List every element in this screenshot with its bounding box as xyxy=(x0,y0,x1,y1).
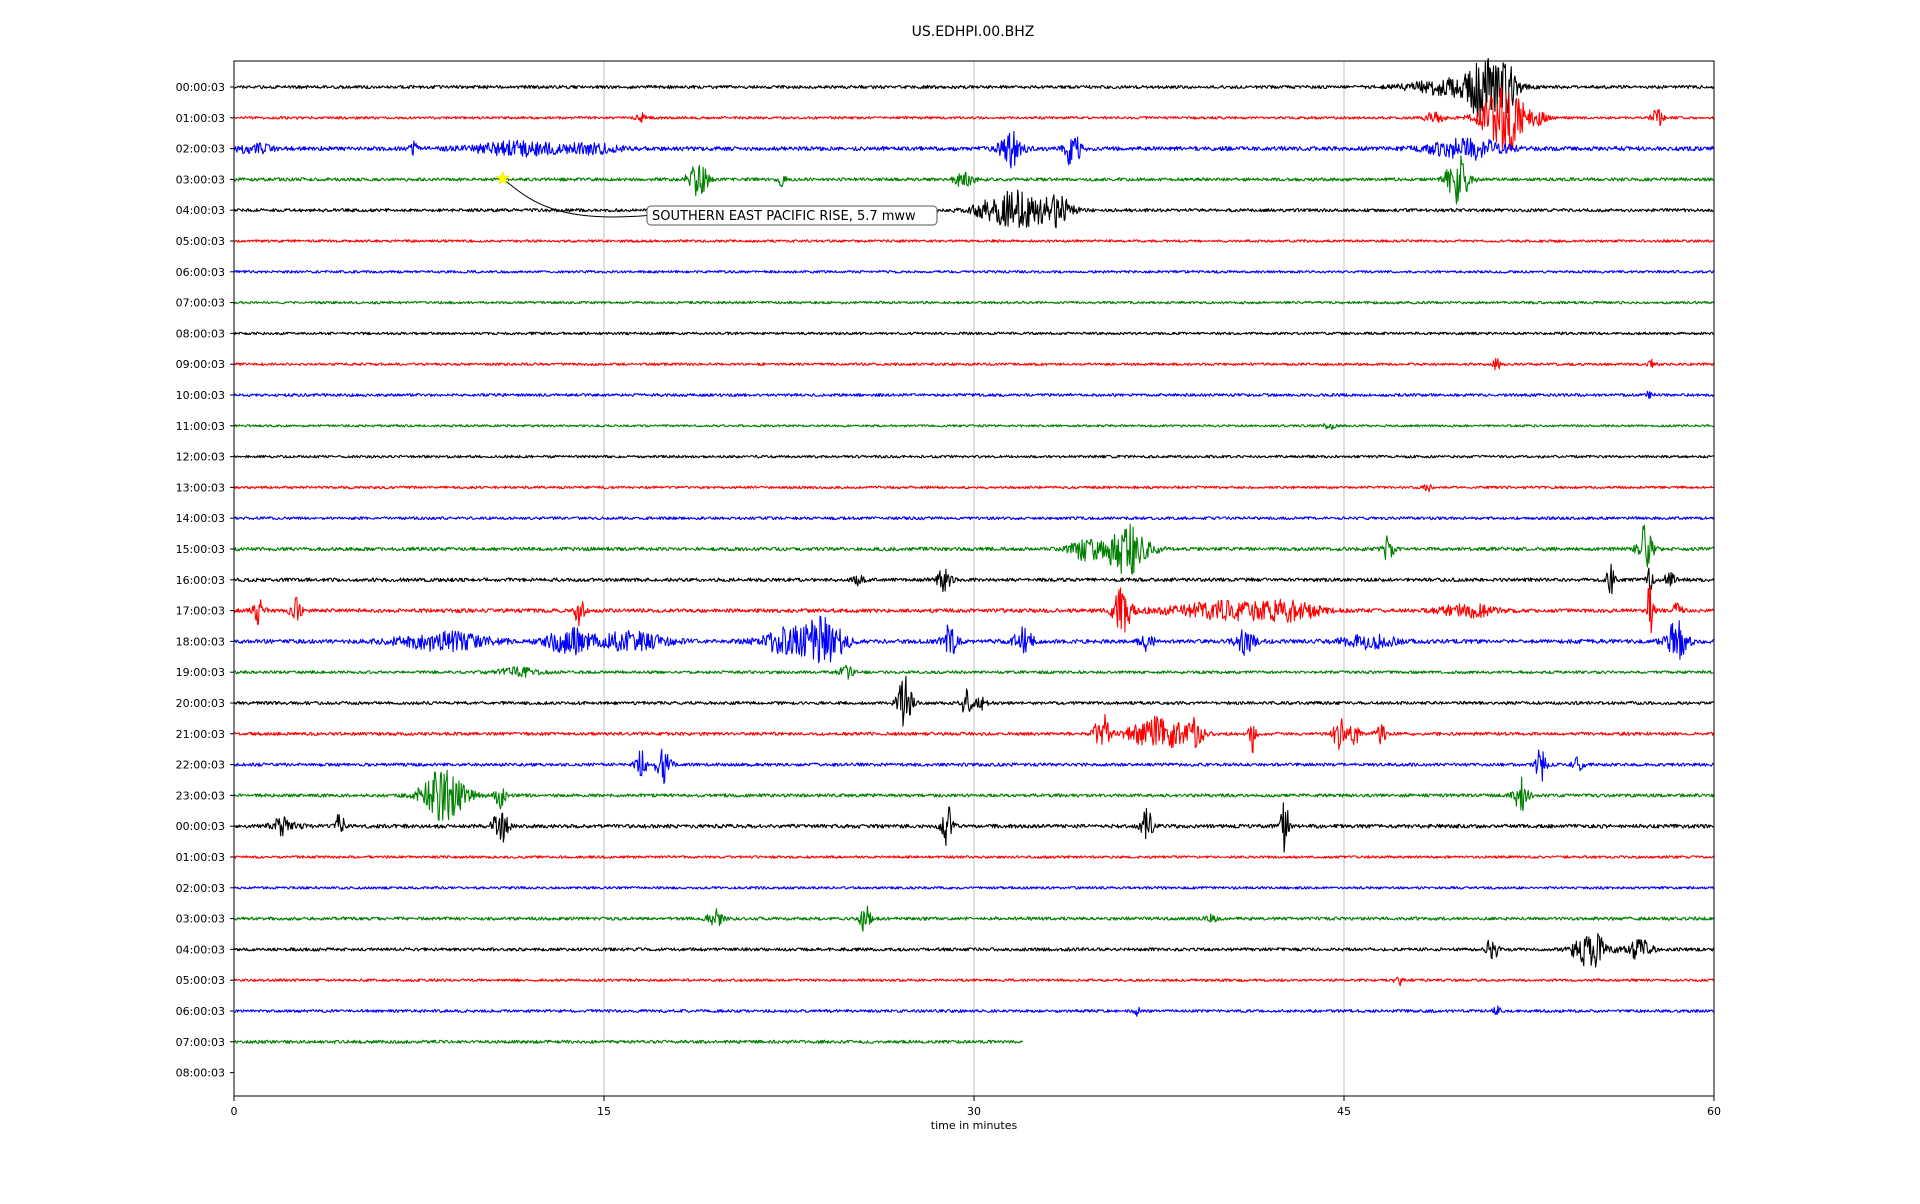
row-time-label: 00:00:03 xyxy=(176,820,225,833)
row-time-label: 10:00:03 xyxy=(176,389,225,402)
row-time-label: 15:00:03 xyxy=(176,543,225,556)
row-time-label: 08:00:03 xyxy=(176,327,225,340)
row-time-label: 21:00:03 xyxy=(176,728,225,741)
trace-line xyxy=(233,664,1715,680)
row-time-label: 01:00:03 xyxy=(176,851,225,864)
row-time-label: 04:00:03 xyxy=(176,943,225,956)
trace-line xyxy=(233,155,1715,205)
seismic-traces xyxy=(233,57,1715,1044)
trace-line xyxy=(233,239,1715,243)
trace-line xyxy=(233,769,1715,822)
row-time-label: 20:00:03 xyxy=(176,697,225,710)
row-time-label: 04:00:03 xyxy=(176,204,225,217)
trace-line xyxy=(233,976,1715,987)
annotation-label: SOUTHERN EAST PACIFIC RISE, 5.7 mww xyxy=(652,209,916,224)
trace-line xyxy=(233,885,1715,890)
trace-line xyxy=(233,584,1715,634)
row-time-label: 06:00:03 xyxy=(176,266,225,279)
trace-line xyxy=(233,1039,1024,1044)
row-time-label: 01:00:03 xyxy=(176,112,225,125)
event-star-marker xyxy=(495,170,511,185)
x-tick-label: 0 xyxy=(231,1105,238,1118)
trace-line xyxy=(233,615,1715,664)
trace-line xyxy=(233,1005,1715,1017)
x-axis-ticks: 0 15 30 45 60 xyxy=(231,1096,1721,1118)
trace-line xyxy=(233,516,1715,521)
trace-line xyxy=(233,331,1715,336)
trace-line xyxy=(233,563,1715,595)
trace-line xyxy=(233,802,1715,853)
row-time-label: 09:00:03 xyxy=(176,358,225,371)
row-time-label: 23:00:03 xyxy=(176,789,225,802)
trace-line xyxy=(233,422,1715,430)
trace-line xyxy=(233,358,1715,371)
trace-line xyxy=(233,189,1715,229)
row-time-label: 05:00:03 xyxy=(176,235,225,248)
x-tick-label: 30 xyxy=(967,1105,981,1118)
row-time-label: 19:00:03 xyxy=(176,666,225,679)
trace-line xyxy=(233,57,1715,123)
trace-line xyxy=(233,454,1715,459)
x-tick-label: 45 xyxy=(1337,1105,1351,1118)
row-time-label: 07:00:03 xyxy=(176,297,225,310)
x-axis-label: time in minutes xyxy=(931,1119,1018,1132)
row-time-label: 17:00:03 xyxy=(176,605,225,618)
row-time-label: 11:00:03 xyxy=(176,420,225,433)
row-time-label: 05:00:03 xyxy=(176,974,225,987)
trace-line xyxy=(234,713,1715,754)
chart-title: US.EDHPI.00.BHZ xyxy=(912,24,1035,40)
event-annotation: SOUTHERN EAST PACIFIC RISE, 5.7 mww xyxy=(495,170,938,226)
row-time-label: 03:00:03 xyxy=(176,913,225,926)
trace-line xyxy=(233,855,1715,859)
row-time-label: 00:00:03 xyxy=(176,81,225,94)
row-time-label: 18:00:03 xyxy=(176,635,225,648)
row-time-label: 16:00:03 xyxy=(176,574,225,587)
annotation-box xyxy=(646,205,938,226)
row-time-label: 22:00:03 xyxy=(176,759,225,772)
trace-line xyxy=(233,130,1715,169)
annotation-connector xyxy=(504,180,648,218)
row-time-label: 12:00:03 xyxy=(176,451,225,464)
trace-line xyxy=(233,933,1715,968)
trace-line xyxy=(233,390,1715,400)
row-time-label: 02:00:03 xyxy=(176,143,225,156)
row-time-labels: 00:00:03 01:00:03 02:00:03 03:00:03 04:00:03… xyxy=(176,81,234,1080)
trace-line xyxy=(233,905,1715,932)
trace-line xyxy=(233,300,1715,305)
row-time-label: 02:00:03 xyxy=(176,882,225,895)
row-time-label: 08:00:03 xyxy=(176,1067,225,1080)
row-time-label: 13:00:03 xyxy=(176,481,225,494)
row-time-label: 06:00:03 xyxy=(176,1005,225,1018)
row-time-label: 07:00:03 xyxy=(176,1036,225,1049)
trace-line xyxy=(233,483,1715,493)
x-tick-label: 15 xyxy=(597,1105,611,1118)
trace-line xyxy=(233,748,1715,784)
trace-line xyxy=(233,86,1715,151)
row-time-label: 14:00:03 xyxy=(176,512,225,525)
x-tick-label: 60 xyxy=(1707,1105,1721,1118)
trace-line xyxy=(233,675,1715,727)
row-time-label: 03:00:03 xyxy=(176,173,225,186)
trace-line xyxy=(233,523,1715,575)
trace-line xyxy=(233,269,1715,274)
